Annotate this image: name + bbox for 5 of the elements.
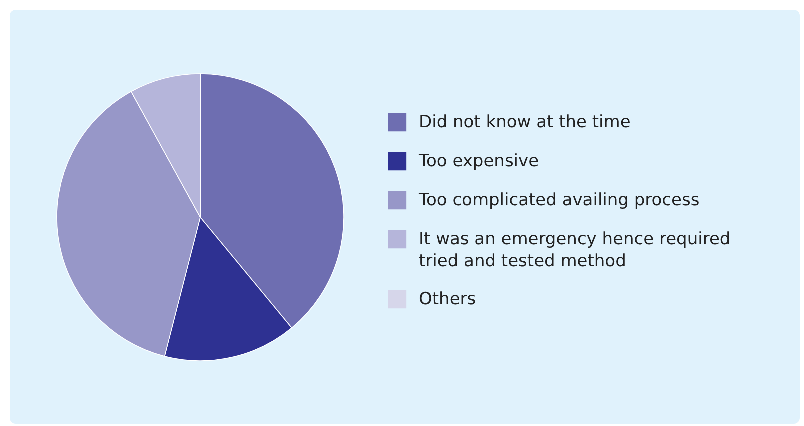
legend-label: It was an emergency hence required tried and tested method [419,230,731,272]
legend-label: Others [419,290,476,310]
legend-label: Too expensive [418,152,540,172]
legend-label: Too complicated availing process [418,190,700,210]
legend-label: Did not know at the time [419,112,631,132]
